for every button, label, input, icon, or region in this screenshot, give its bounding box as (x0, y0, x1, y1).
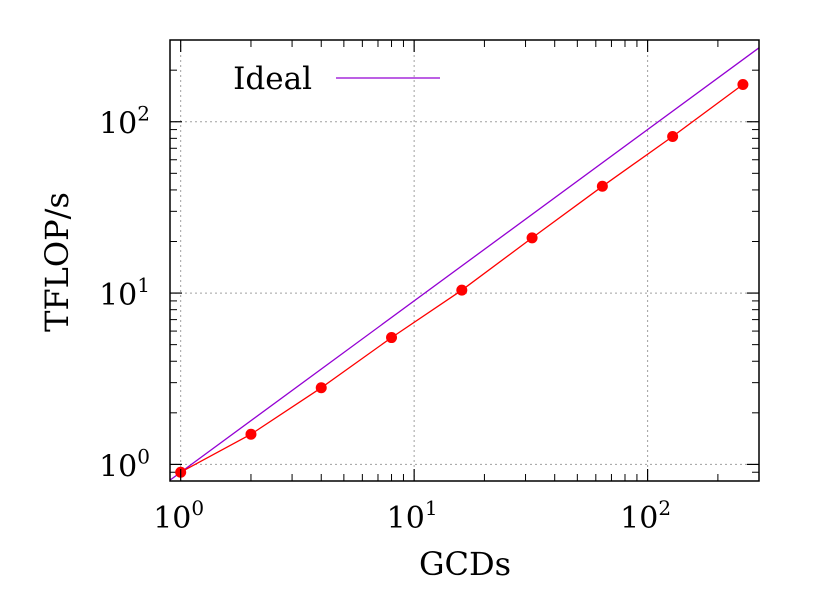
data-point (315, 382, 327, 394)
data-point (456, 284, 468, 296)
x-tick-label: 101 (387, 496, 438, 536)
data-point (667, 131, 679, 143)
y-tick-label: 101 (99, 273, 150, 313)
x-axis-title: GCDs (419, 545, 511, 583)
grid-lines (170, 40, 759, 481)
x-tick-label: 102 (620, 496, 671, 536)
plot-frame (169, 39, 760, 482)
minor-ticks (170, 40, 759, 481)
y-tick-labels: 100 101 102 (99, 102, 150, 485)
data-point (245, 428, 257, 440)
series-layer (169, 47, 760, 481)
x-tick-labels: 100 101 102 (153, 496, 671, 536)
series-line-ideal (169, 47, 760, 481)
data-point (737, 78, 749, 90)
legend: Ideal (233, 61, 440, 97)
y-tick-label: 102 (99, 102, 150, 142)
data-point (596, 180, 608, 192)
major-ticks (170, 40, 759, 481)
legend-label-ideal: Ideal (233, 61, 312, 97)
y-tick-label: 100 (99, 444, 150, 484)
y-axis-title: TFLOP/s (38, 192, 76, 332)
data-point (386, 332, 398, 344)
series-line-measured (180, 83, 744, 473)
x-tick-label: 100 (153, 496, 204, 536)
data-point (526, 232, 538, 244)
